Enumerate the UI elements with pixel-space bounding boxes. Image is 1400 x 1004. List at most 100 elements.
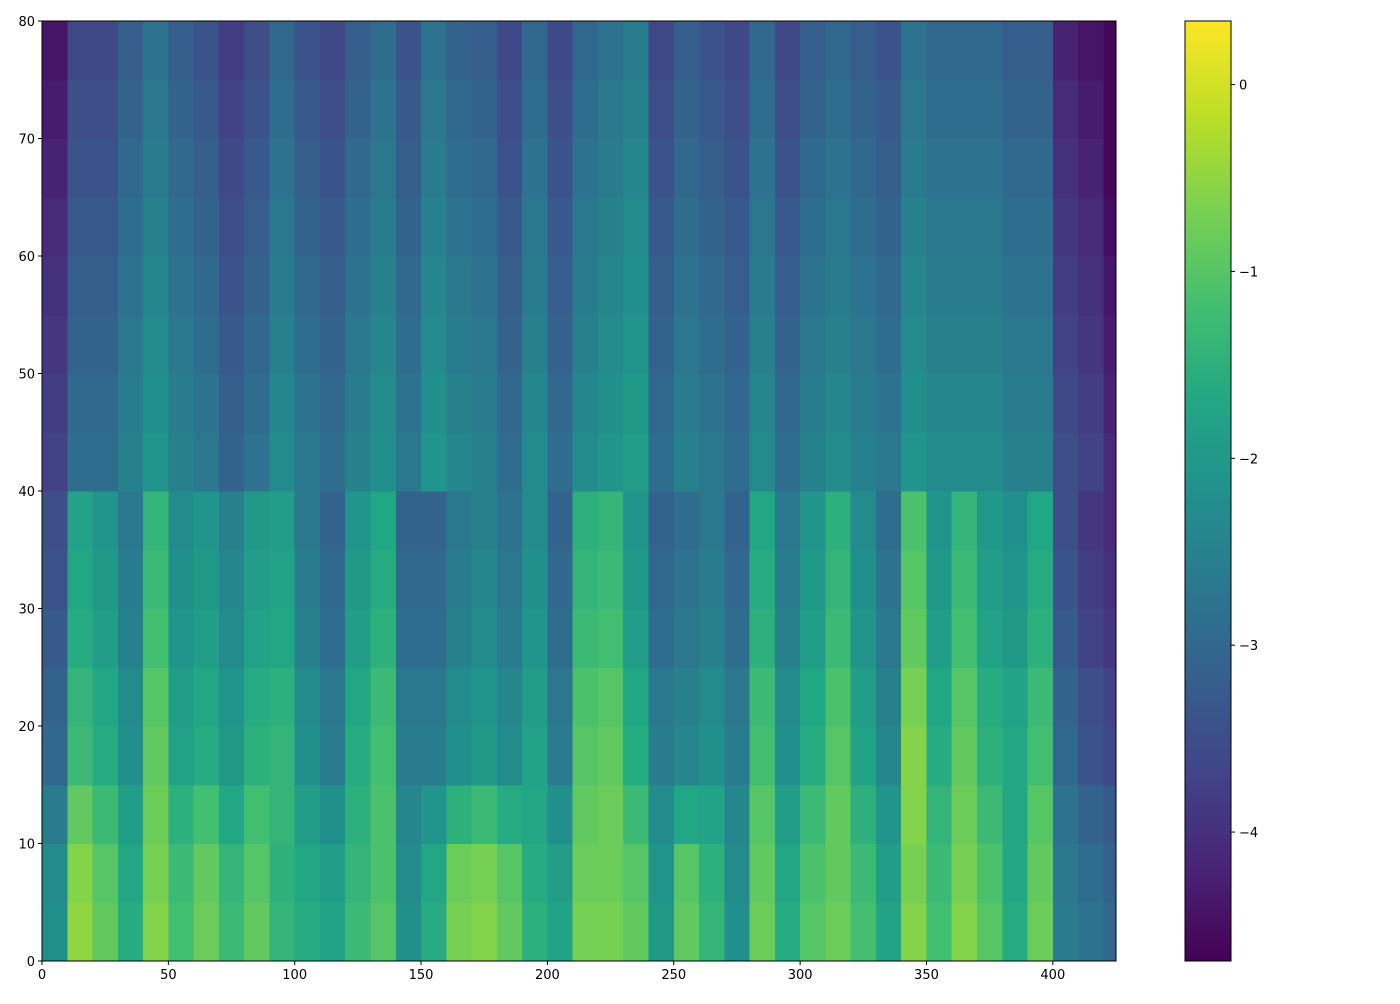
- cell: [522, 314, 548, 374]
- cell: [395, 667, 422, 727]
- cell: [345, 432, 372, 492]
- cell: [471, 314, 498, 374]
- cell: [193, 373, 220, 433]
- cell: [1002, 256, 1029, 316]
- cell: [345, 902, 372, 962]
- cell: [269, 726, 296, 786]
- cell: [67, 549, 94, 609]
- cell: [446, 256, 473, 316]
- cell: [168, 608, 195, 668]
- cell: [926, 314, 953, 374]
- cell: [1078, 549, 1104, 609]
- cell: [319, 373, 346, 433]
- cell: [977, 138, 1003, 198]
- cell: [547, 373, 574, 433]
- colorbar-tick-label: −3: [1239, 639, 1258, 654]
- cell: [547, 314, 574, 374]
- cell: [1078, 138, 1104, 198]
- cell: [244, 138, 270, 198]
- cell: [143, 138, 169, 198]
- cell: [522, 784, 548, 844]
- cell: [269, 256, 296, 316]
- cell: [623, 138, 649, 198]
- cell: [395, 784, 422, 844]
- colorbar-tick-label: −4: [1239, 826, 1258, 841]
- cell: [850, 491, 877, 551]
- cell: [117, 784, 144, 844]
- cell: [421, 667, 447, 727]
- cell: [42, 373, 68, 433]
- cell: [597, 432, 624, 492]
- cell: [875, 373, 902, 433]
- cell: [496, 902, 523, 962]
- cell: [522, 667, 548, 727]
- cell: [547, 432, 574, 492]
- cell: [395, 314, 422, 374]
- cell: [951, 784, 978, 844]
- cell: [1002, 314, 1029, 374]
- cell: [117, 843, 144, 903]
- cell: [800, 256, 826, 316]
- cell: [673, 491, 700, 551]
- cell: [395, 373, 422, 433]
- cell: [901, 843, 927, 903]
- cell: [92, 138, 119, 198]
- y-tick-label: 80: [18, 15, 35, 30]
- cell: [522, 843, 548, 903]
- cell: [446, 491, 473, 551]
- cell: [977, 21, 1003, 81]
- cell: [597, 608, 624, 668]
- cell: [825, 256, 852, 316]
- cell: [168, 726, 195, 786]
- cell: [1103, 256, 1117, 316]
- cell: [1078, 843, 1104, 903]
- x-tick-label: 150: [409, 968, 434, 983]
- cell: [623, 79, 649, 139]
- cell: [218, 138, 245, 198]
- cell: [67, 197, 94, 257]
- cell: [218, 549, 245, 609]
- cell: [345, 373, 372, 433]
- cell: [421, 256, 447, 316]
- cell: [471, 491, 498, 551]
- cell: [1103, 491, 1117, 551]
- cell: [143, 784, 169, 844]
- cell: [623, 784, 649, 844]
- cell: [294, 197, 321, 257]
- cell: [774, 373, 801, 433]
- cell: [901, 726, 927, 786]
- cell: [977, 902, 1003, 962]
- cell: [623, 21, 649, 81]
- cell: [446, 843, 473, 903]
- cell: [673, 667, 700, 727]
- cell: [319, 843, 346, 903]
- cell: [673, 256, 700, 316]
- cell: [42, 79, 68, 139]
- cell: [294, 784, 321, 844]
- cell: [673, 21, 700, 81]
- cell: [42, 784, 68, 844]
- cell: [699, 432, 725, 492]
- cell: [977, 314, 1003, 374]
- y-tick-label: 70: [18, 133, 35, 148]
- cell: [699, 373, 725, 433]
- cell: [977, 432, 1003, 492]
- cell: [774, 726, 801, 786]
- cell: [269, 667, 296, 727]
- cell: [572, 138, 599, 198]
- cell: [774, 667, 801, 727]
- cell: [572, 256, 599, 316]
- cell: [370, 373, 397, 433]
- cell: [1078, 667, 1104, 727]
- cell: [977, 667, 1003, 727]
- cell: [875, 667, 902, 727]
- cell: [1103, 197, 1117, 257]
- cell: [143, 432, 169, 492]
- cell: [370, 667, 397, 727]
- cell: [749, 843, 776, 903]
- cell: [319, 608, 346, 668]
- cell: [1052, 843, 1079, 903]
- cell: [901, 608, 927, 668]
- cell: [699, 314, 725, 374]
- cell: [800, 608, 826, 668]
